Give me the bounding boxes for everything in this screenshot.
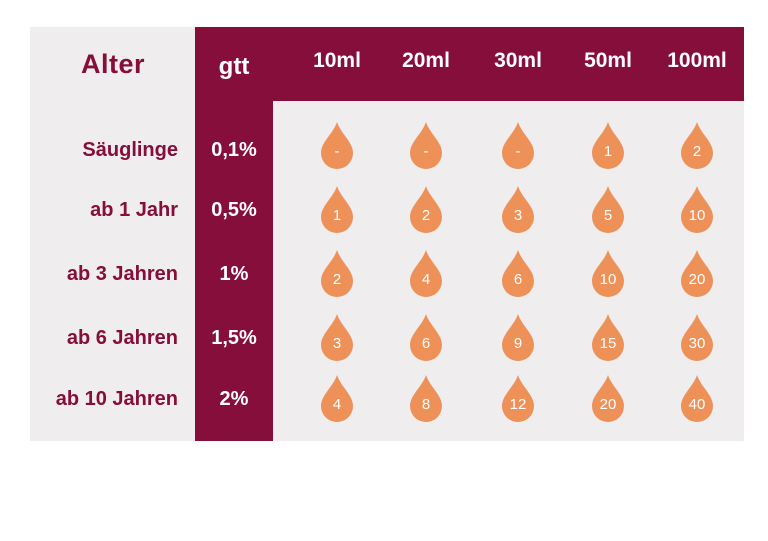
- gtt-column-band: [195, 27, 273, 441]
- drop-icon: [502, 186, 534, 233]
- drop-count: 10: [599, 271, 617, 288]
- drop-icon: [321, 314, 353, 361]
- drop-icon: [502, 375, 534, 422]
- concentration-label: 1%: [219, 263, 249, 285]
- drop-icon: [321, 375, 353, 422]
- drop-icon: [502, 122, 534, 169]
- concentration-label: 0,1%: [211, 139, 257, 161]
- volume-header-30ml: 30ml: [494, 49, 542, 72]
- age-label: ab 10 Jahren: [55, 388, 178, 410]
- drop-count: 30: [688, 335, 706, 352]
- drop-icon: [681, 314, 713, 361]
- drop-cell: 1: [319, 184, 355, 234]
- volume-header-100ml: 100ml: [667, 49, 727, 72]
- drop-icon: [592, 250, 624, 297]
- drop-icon: [321, 186, 353, 233]
- drop-icon: [502, 314, 534, 361]
- drop-count: 5: [603, 207, 613, 224]
- drop-icon: [681, 186, 713, 233]
- drop-cell: 30: [679, 312, 715, 362]
- drop-cell: 12: [500, 373, 536, 423]
- volume-header-20ml: 20ml: [402, 49, 450, 72]
- drop-count: 10: [688, 207, 706, 224]
- drop-cell: 15: [590, 312, 626, 362]
- drop-icon: [592, 375, 624, 422]
- drop-cell: 6: [408, 312, 444, 362]
- drop-cell: 9: [500, 312, 536, 362]
- gtt-column-header: gtt: [218, 53, 250, 80]
- drop-icon: [592, 314, 624, 361]
- drop-cell: 4: [319, 373, 355, 423]
- drop-icon: [410, 186, 442, 233]
- drop-count: 12: [509, 396, 527, 413]
- drop-count: 40: [688, 396, 706, 413]
- drop-count: -: [423, 143, 429, 160]
- drop-icon: [410, 250, 442, 297]
- drop-cell: 5: [590, 184, 626, 234]
- drop-count: 4: [421, 271, 431, 288]
- drop-cell: 8: [408, 373, 444, 423]
- volume-header-50ml: 50ml: [584, 49, 632, 72]
- drop-cell: 2: [408, 184, 444, 234]
- drop-count: 6: [513, 271, 523, 288]
- drop-cell: 1: [590, 120, 626, 170]
- drop-icon: [321, 122, 353, 169]
- drop-cell: -: [319, 120, 355, 170]
- drop-count: 6: [421, 335, 431, 352]
- drop-count: -: [334, 143, 340, 160]
- concentration-label: 2%: [219, 388, 249, 410]
- age-label: ab 6 Jahren: [66, 327, 178, 349]
- drop-cell: 3: [500, 184, 536, 234]
- drop-count: 9: [513, 335, 523, 352]
- drop-icon: [502, 250, 534, 297]
- drop-count: 3: [513, 207, 523, 224]
- drop-cell: 6: [500, 248, 536, 298]
- drop-icon: [410, 122, 442, 169]
- drop-count: 20: [688, 271, 706, 288]
- concentration-label: 1,5%: [211, 327, 257, 349]
- drop-icon: [681, 375, 713, 422]
- age-label: ab 3 Jahren: [66, 263, 178, 285]
- drop-cell: 40: [679, 373, 715, 423]
- drop-count: 4: [332, 396, 342, 413]
- drop-count: 2: [332, 271, 342, 288]
- drop-icon: [681, 250, 713, 297]
- drop-count: 1: [603, 143, 613, 160]
- age-label: Säuglinge: [82, 139, 178, 161]
- drop-cell: 2: [319, 248, 355, 298]
- drop-icon: [410, 375, 442, 422]
- drop-count: 2: [692, 143, 702, 160]
- drop-cell: 20: [679, 248, 715, 298]
- drop-icon: [592, 186, 624, 233]
- drop-icon: [410, 314, 442, 361]
- drop-count: -: [515, 143, 521, 160]
- drop-count: 3: [332, 335, 342, 352]
- drop-cell: 3: [319, 312, 355, 362]
- drop-count: 15: [599, 335, 617, 352]
- drop-count: 2: [421, 207, 431, 224]
- drop-cell: -: [500, 120, 536, 170]
- drop-cell: -: [408, 120, 444, 170]
- concentration-label: 0,5%: [211, 199, 257, 221]
- drop-cell: 20: [590, 373, 626, 423]
- drop-cell: 10: [590, 248, 626, 298]
- drop-cell: 4: [408, 248, 444, 298]
- age-column-header: Alter: [80, 48, 145, 79]
- drop-cell: 10: [679, 184, 715, 234]
- volume-header-10ml: 10ml: [313, 49, 361, 72]
- drop-icon: [681, 122, 713, 169]
- header-band: [195, 27, 744, 101]
- drop-icon: [592, 122, 624, 169]
- drop-count: 1: [332, 207, 342, 224]
- drop-cell: 2: [679, 120, 715, 170]
- age-column-background: [30, 27, 196, 441]
- drop-count: 20: [599, 396, 617, 413]
- drop-icon: [321, 250, 353, 297]
- drop-count: 8: [421, 396, 431, 413]
- age-label: ab 1 Jahr: [90, 199, 178, 221]
